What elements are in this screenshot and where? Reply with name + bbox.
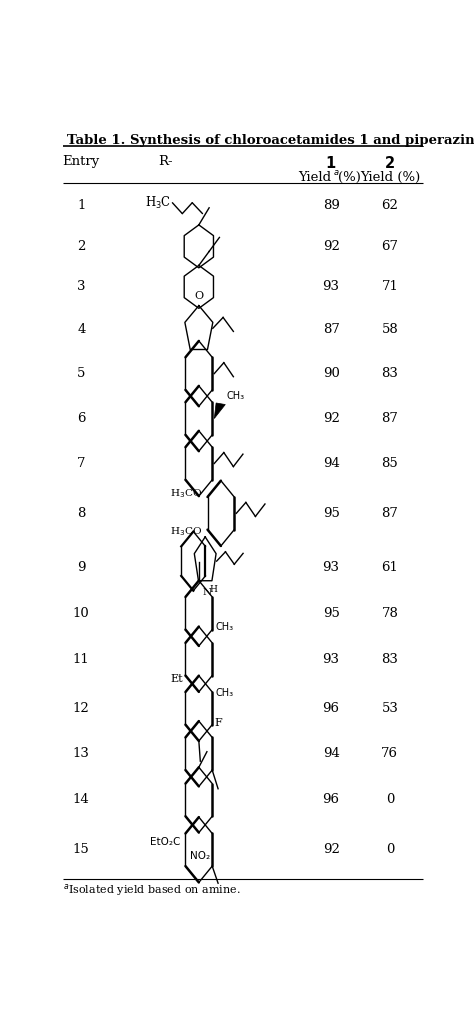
Text: 13: 13 <box>73 747 90 761</box>
Text: 93: 93 <box>323 281 339 293</box>
Text: CH₃: CH₃ <box>216 622 234 632</box>
Text: 10: 10 <box>73 607 90 620</box>
Text: 61: 61 <box>382 561 398 574</box>
Text: R-: R- <box>158 156 173 169</box>
Text: CH₃: CH₃ <box>216 688 234 698</box>
Text: 92: 92 <box>323 843 339 856</box>
Text: 94: 94 <box>323 457 339 470</box>
Text: 67: 67 <box>382 239 398 252</box>
Text: NO₂: NO₂ <box>190 851 210 862</box>
Text: $\mathbf{2}$: $\mathbf{2}$ <box>384 156 395 172</box>
Text: 96: 96 <box>323 702 339 715</box>
Text: 4: 4 <box>77 323 85 336</box>
Polygon shape <box>214 403 225 418</box>
Text: H$_3$CO: H$_3$CO <box>170 525 202 538</box>
Text: 6: 6 <box>77 412 85 425</box>
Text: 93: 93 <box>323 561 339 574</box>
Text: 53: 53 <box>382 702 398 715</box>
Text: EtO₂C: EtO₂C <box>150 837 181 847</box>
Text: 1: 1 <box>77 199 85 212</box>
Text: 0: 0 <box>386 794 394 806</box>
Text: 92: 92 <box>323 239 339 252</box>
Text: 87: 87 <box>382 507 398 520</box>
Text: O: O <box>195 291 204 301</box>
Text: 0: 0 <box>386 843 394 856</box>
Text: $^a$Isolated yield based on amine.: $^a$Isolated yield based on amine. <box>63 882 240 898</box>
Text: 83: 83 <box>382 367 398 380</box>
Text: $\mathbf{1}$: $\mathbf{1}$ <box>326 156 337 172</box>
Text: N: N <box>202 589 211 598</box>
Text: 96: 96 <box>323 794 339 806</box>
Text: 11: 11 <box>73 652 90 666</box>
Text: 95: 95 <box>323 607 339 620</box>
Text: Yield: Yield <box>298 171 331 184</box>
Text: 8: 8 <box>77 507 85 520</box>
Text: Entry: Entry <box>63 156 100 169</box>
Text: 7: 7 <box>77 457 85 470</box>
Text: 90: 90 <box>323 367 339 380</box>
Text: 3: 3 <box>77 281 85 293</box>
Text: $^a$: $^a$ <box>333 169 339 182</box>
Text: H: H <box>210 586 217 594</box>
Text: CH₃: CH₃ <box>226 392 244 401</box>
Text: 76: 76 <box>382 747 398 761</box>
Text: 71: 71 <box>382 281 398 293</box>
Text: 89: 89 <box>323 199 339 212</box>
Text: 78: 78 <box>382 607 398 620</box>
Text: F: F <box>214 718 222 728</box>
Text: 15: 15 <box>73 843 90 856</box>
Text: 62: 62 <box>382 199 398 212</box>
Text: 83: 83 <box>382 652 398 666</box>
Text: 87: 87 <box>323 323 339 336</box>
Text: H$_3$C: H$_3$C <box>145 195 171 211</box>
Text: 9: 9 <box>77 561 85 574</box>
Text: 5: 5 <box>77 367 85 380</box>
Text: 92: 92 <box>323 412 339 425</box>
Text: 58: 58 <box>382 323 398 336</box>
Text: 2: 2 <box>77 239 85 252</box>
Text: 93: 93 <box>323 652 339 666</box>
Text: 12: 12 <box>73 702 90 715</box>
Text: 87: 87 <box>382 412 398 425</box>
Text: H$_3$CO: H$_3$CO <box>170 487 202 500</box>
Text: 94: 94 <box>323 747 339 761</box>
Text: 14: 14 <box>73 794 90 806</box>
Text: 95: 95 <box>323 507 339 520</box>
Text: Table 1. Synthesis of chloroacetamides 1 and piperazines 2: Table 1. Synthesis of chloroacetamides 1… <box>66 134 474 147</box>
Text: Et: Et <box>171 675 183 684</box>
Text: (%): (%) <box>337 171 361 184</box>
Text: Yield (%): Yield (%) <box>360 171 420 184</box>
Text: 85: 85 <box>382 457 398 470</box>
